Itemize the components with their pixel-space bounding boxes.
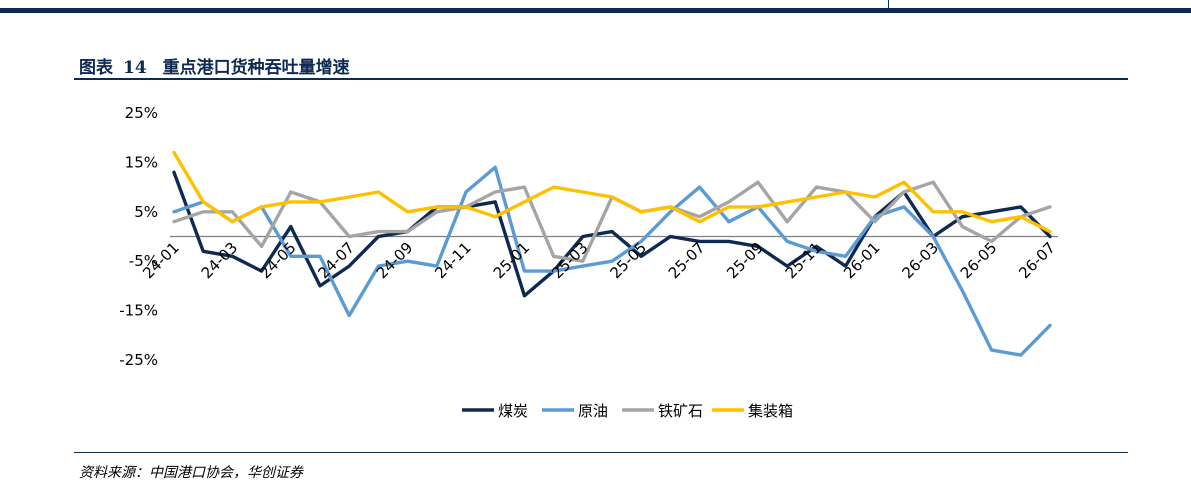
x-tick-label: 26-07 <box>1015 239 1059 283</box>
title-rule <box>74 78 1128 80</box>
y-tick-label: -25% <box>119 351 158 369</box>
series-line-2 <box>172 165 1052 357</box>
legend-label: 原油 <box>578 402 608 420</box>
header-divider-tick <box>888 0 889 8</box>
legend-label: 煤炭 <box>498 402 528 420</box>
line-chart: 25%15%5%-5%-15%-25%24-01 24-03 24-05 24-07 2… <box>119 104 1059 420</box>
legend-label: 集装箱 <box>748 402 793 420</box>
x-tick-label: 26-03 <box>898 239 942 283</box>
x-tick-label: 25-03 <box>548 239 592 283</box>
bottom-rule <box>74 452 1128 453</box>
y-tick-label: 5% <box>134 203 158 221</box>
legend-label: 铁矿石 <box>658 402 703 420</box>
y-tick-label: 25% <box>125 104 158 122</box>
series-line-1 <box>172 170 1052 298</box>
x-tick-label: 25-07 <box>665 239 709 283</box>
figure-label: 图表 <box>79 58 113 78</box>
figure-title-text: 重点港口货种吞吐量增速 <box>162 58 350 78</box>
series-line-4 <box>172 150 1052 234</box>
x-tick-label: 26-01 <box>840 239 884 283</box>
y-tick-label: -5% <box>129 252 158 270</box>
chart-container: 25% 15% 5% -5% -15% -25% 24-01 24-03 24-05 24-07 2… <box>74 90 1128 430</box>
y-tick-label: 15% <box>125 153 158 171</box>
x-tick-label: 25-01 <box>490 239 534 283</box>
top-header-bar <box>0 8 1191 13</box>
figure-title: 图表 14 重点港口货种吞吐量增速 <box>79 53 350 78</box>
source-note: 资料来源：中国港口协会，华创证券 <box>79 465 303 481</box>
figure-number: 14 <box>123 58 147 78</box>
x-tick-label: 26-05 <box>957 239 1001 283</box>
y-tick-label: -15% <box>119 302 158 320</box>
x-tick-label: 24-03 <box>198 239 242 283</box>
